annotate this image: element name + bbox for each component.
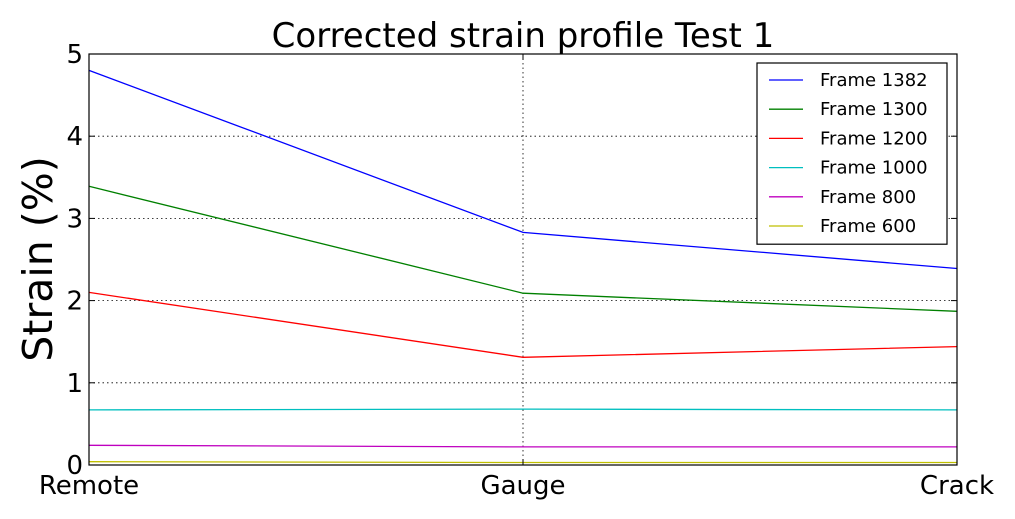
y-tick-label: 1 bbox=[66, 369, 83, 399]
legend-label: Frame 1300 bbox=[820, 99, 928, 120]
y-tick-label: 4 bbox=[66, 122, 83, 152]
legend-label: Frame 1200 bbox=[820, 128, 928, 149]
legend-label: Frame 1000 bbox=[820, 158, 928, 179]
series-line bbox=[88, 291, 958, 358]
x-tick-label: Remote bbox=[39, 471, 139, 501]
grid-lines bbox=[89, 54, 957, 465]
y-tick-label: 5 bbox=[66, 40, 83, 70]
y-tick-label: 2 bbox=[66, 287, 83, 317]
x-tick-label: Crack bbox=[920, 471, 994, 501]
x-tick-label: Gauge bbox=[480, 471, 565, 501]
series-lines bbox=[88, 69, 958, 464]
legend-label: Frame 600 bbox=[820, 216, 916, 237]
series-line bbox=[88, 444, 957, 448]
series-line bbox=[88, 408, 958, 411]
y-tick-label: 0 bbox=[66, 451, 83, 481]
axis-ticks: Remote Gauge Crack 0 1 2 3 4 5 bbox=[39, 40, 994, 501]
legend-label: Frame 800 bbox=[820, 187, 916, 208]
y-axis-label: Strain (%) bbox=[14, 156, 62, 361]
y-tick-label: 3 bbox=[66, 204, 83, 234]
legend-label: Frame 1382 bbox=[820, 70, 928, 91]
chart-title: Corrected strain profile Test 1 bbox=[272, 16, 775, 56]
series-line bbox=[88, 185, 958, 312]
legend-box bbox=[756, 62, 948, 245]
series-line bbox=[88, 69, 958, 270]
legend: Frame 1382 Frame 1300 Frame 1200 Frame 1000… bbox=[756, 62, 948, 245]
